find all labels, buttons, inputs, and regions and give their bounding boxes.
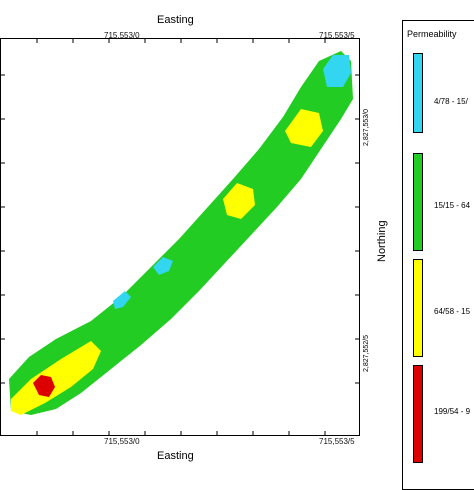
legend-swatch-red	[413, 365, 423, 463]
top-tick-label-0: 715,553/0	[104, 31, 140, 40]
yellow-zone-middle	[223, 183, 255, 219]
cyan-zone-top	[323, 55, 351, 87]
legend-label-3: 199/54 - 9	[434, 407, 471, 416]
bottom-axis-title: Easting	[157, 450, 194, 462]
legend-title: Permeability	[407, 29, 457, 39]
map-frame	[0, 38, 360, 436]
legend-swatch-cyan	[413, 53, 423, 133]
green-zone	[9, 51, 353, 415]
legend-swatch-green	[413, 153, 423, 251]
cyan-zone-middle	[153, 257, 173, 275]
red-zone	[33, 375, 55, 397]
bottom-tick-label-1: 715,553/5	[319, 437, 355, 446]
right-tick-label-0: 2,827,553/0	[363, 109, 370, 146]
top-axis-title: Easting	[157, 14, 194, 26]
top-tick-label-1: 715,553/5	[319, 31, 355, 40]
right-axis-title: Northing	[376, 220, 388, 262]
legend-label-0: 4/78 - 15/	[434, 97, 468, 106]
permeability-map	[1, 39, 359, 435]
yellow-zone-upper	[285, 109, 323, 147]
legend-swatch-yellow	[413, 259, 423, 357]
right-tick-label-1: 2,827,552/5	[363, 335, 370, 372]
cyan-zone-lower	[113, 291, 131, 309]
bottom-tick-label-0: 715,553/0	[104, 437, 140, 446]
legend-label-1: 15/15 - 64	[434, 201, 471, 210]
yellow-zone-lower	[11, 341, 101, 415]
legend-label-2: 64/58 - 15	[434, 307, 471, 316]
legend: Permeability 4/78 - 15/ 15/15 - 64 64/58…	[402, 20, 474, 490]
